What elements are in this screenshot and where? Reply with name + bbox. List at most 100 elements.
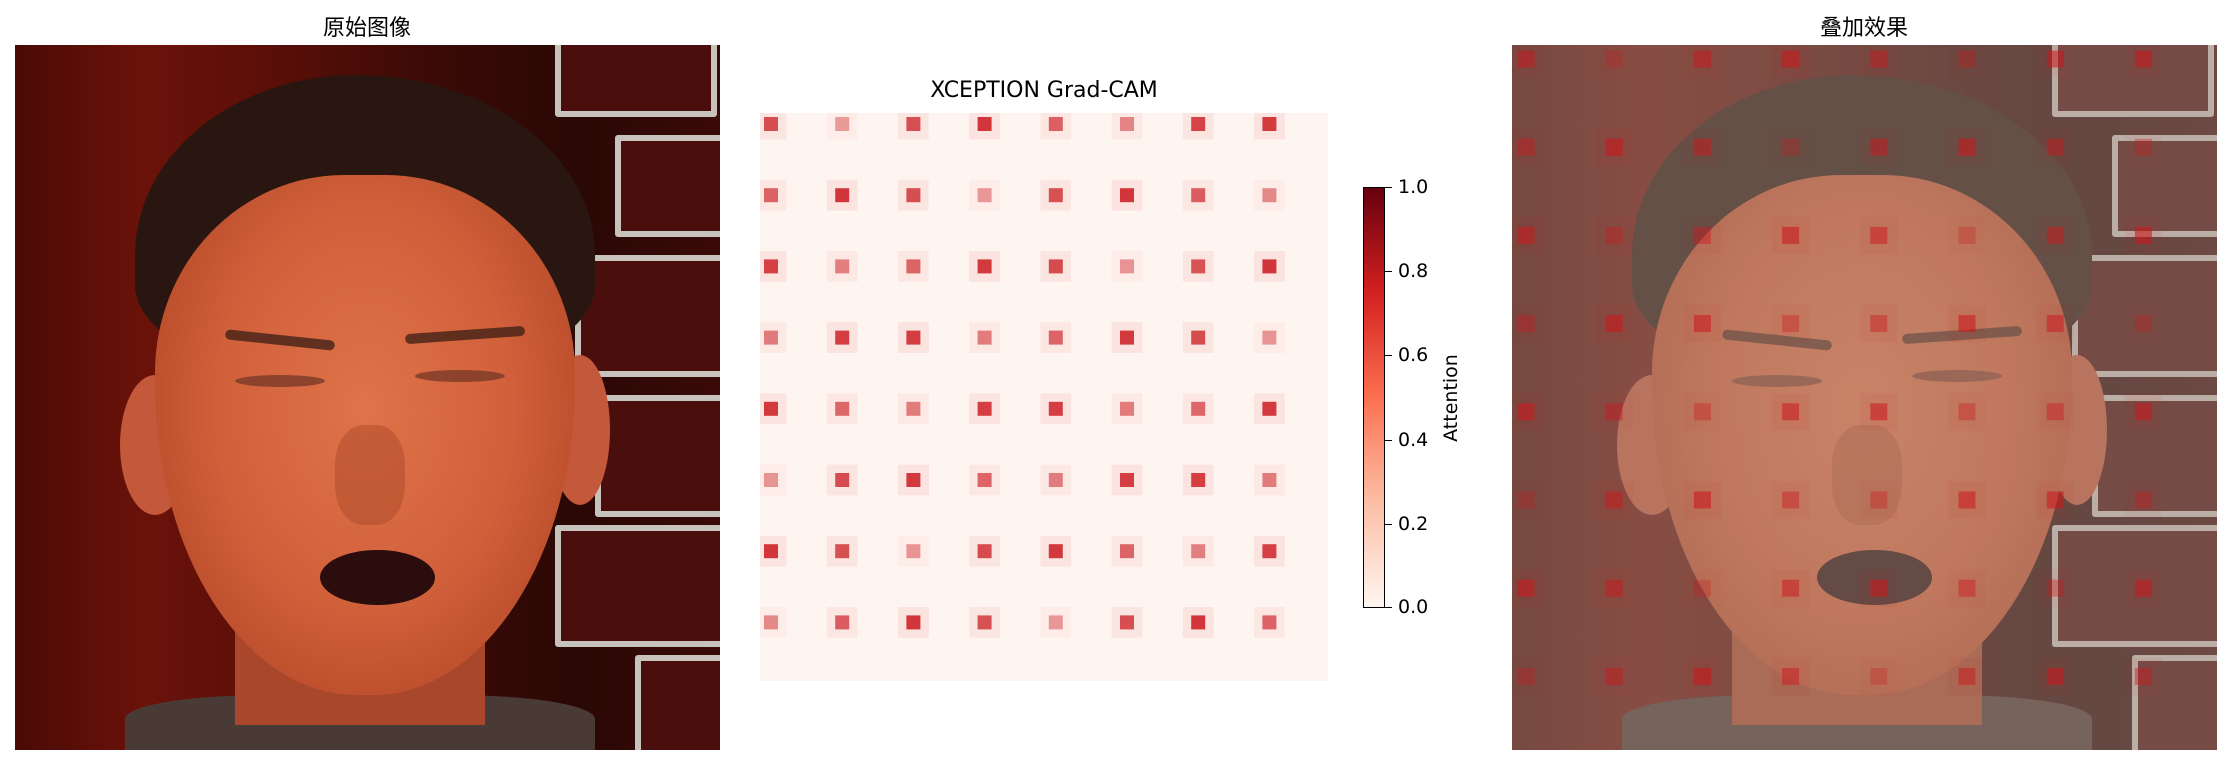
overlay-title: 叠加效果 — [1819, 16, 1909, 41]
brick — [555, 525, 720, 647]
attention-halo — [1182, 535, 1214, 567]
attention-halo — [1254, 535, 1285, 567]
attention-hotspot — [2134, 403, 2152, 421]
attention-halo — [2036, 45, 2074, 78]
attention-halo — [1860, 658, 1897, 695]
attention-hotspot — [1693, 667, 1711, 685]
attention-hotspot — [1870, 403, 1888, 421]
attention-hotspot — [1517, 403, 1535, 421]
attention-hotspot — [1517, 138, 1535, 156]
attention-halo — [2124, 569, 2163, 607]
attention-halo — [1182, 179, 1214, 211]
attention-hotspot — [1870, 226, 1888, 244]
attention-halo — [1683, 128, 1722, 166]
attention-hotspot — [1870, 667, 1888, 685]
attention-halo — [1948, 304, 1986, 343]
brick — [635, 655, 720, 750]
attention-halo — [1254, 113, 1285, 140]
attention-halo — [1182, 393, 1214, 425]
gradcam-heatmap — [760, 113, 1328, 681]
attention-hotspot — [906, 401, 921, 416]
attention-hotspot — [835, 615, 850, 630]
colorbar-tick — [1385, 440, 1392, 441]
attention-halo — [969, 607, 1000, 638]
attention-hotspot — [1048, 188, 1063, 203]
attention-hotspot — [1693, 491, 1711, 509]
attention-hotspot — [1693, 315, 1711, 333]
attention-hotspot — [1191, 544, 1206, 559]
attention-hotspot — [1605, 138, 1623, 156]
attention-halo — [898, 393, 929, 425]
attention-halo — [1111, 464, 1143, 496]
attention-hotspot — [1958, 50, 1976, 68]
brick — [555, 45, 717, 117]
attention-hotspot — [764, 188, 778, 203]
attention-hotspot — [1048, 473, 1063, 487]
attention-halo — [826, 113, 858, 140]
attention-hotspot — [1191, 615, 1206, 630]
attention-halo — [1254, 607, 1285, 638]
attention-halo — [898, 607, 929, 638]
attention-halo — [1512, 45, 1545, 78]
attention-halo — [1512, 393, 1545, 431]
attention-hotspot — [764, 401, 778, 416]
attention-halo — [1948, 481, 1986, 519]
attention-halo — [1771, 45, 1810, 78]
attention-halo — [1512, 481, 1545, 518]
attention-hotspot — [1191, 473, 1206, 487]
attention-hotspot — [1191, 117, 1206, 131]
brick — [615, 135, 720, 237]
attention-halo — [1683, 45, 1722, 78]
attention-hotspot — [1191, 330, 1206, 345]
attention-halo — [1684, 570, 1721, 607]
attention-hotspot — [1605, 226, 1623, 244]
attention-hotspot — [1120, 615, 1134, 630]
attention-halo — [1040, 607, 1072, 638]
attention-hotspot — [1262, 544, 1277, 559]
attention-hotspot — [1958, 579, 1976, 597]
attention-halo — [898, 464, 929, 496]
attention-halo — [1860, 304, 1898, 343]
attention-hotspot — [2134, 50, 2152, 68]
attention-hotspot — [1120, 188, 1134, 203]
attention-halo — [1182, 251, 1214, 282]
attention-halo — [1683, 216, 1722, 255]
left-eye — [1732, 375, 1822, 387]
attention-hotspot — [2134, 579, 2152, 597]
attention-halo — [2036, 128, 2074, 166]
attention-hotspot — [1120, 473, 1134, 487]
attention-halo — [898, 322, 929, 353]
attention-hotspot — [764, 330, 778, 345]
attention-hotspot — [1262, 473, 1277, 487]
brick — [575, 255, 720, 377]
attention-halo — [1040, 179, 1072, 211]
attention-hotspot — [1048, 615, 1063, 630]
attention-hotspot — [1782, 138, 1800, 156]
attention-hotspot — [1870, 138, 1888, 156]
attention-halo — [1182, 464, 1214, 496]
attention-hotspot — [1120, 401, 1134, 416]
attention-hotspot — [1517, 315, 1535, 333]
attention-halo — [1595, 128, 1633, 166]
attention-hotspot — [906, 544, 921, 559]
overlay-tint — [1512, 45, 2217, 750]
attention-halo — [1771, 216, 1810, 255]
attention-hotspot — [906, 615, 921, 630]
attention-hotspot — [2046, 50, 2064, 68]
attention-hotspot — [1958, 315, 1976, 333]
attention-hotspot — [977, 401, 992, 416]
attention-halo — [2124, 393, 2163, 431]
attention-hotspot — [1048, 401, 1063, 416]
brick — [2052, 45, 2214, 117]
attention-hotspot — [2134, 226, 2152, 244]
attention-halo — [2125, 129, 2162, 166]
attention-halo — [1254, 251, 1285, 282]
attention-halo — [1182, 322, 1214, 353]
attention-halo — [826, 535, 858, 567]
attention-hotspot — [1517, 226, 1535, 244]
attention-halo — [1948, 393, 1986, 431]
attention-halo — [1040, 113, 1072, 140]
attention-hotspot — [977, 615, 992, 630]
attention-halo — [2125, 305, 2162, 342]
attention-hotspot — [1782, 226, 1800, 244]
